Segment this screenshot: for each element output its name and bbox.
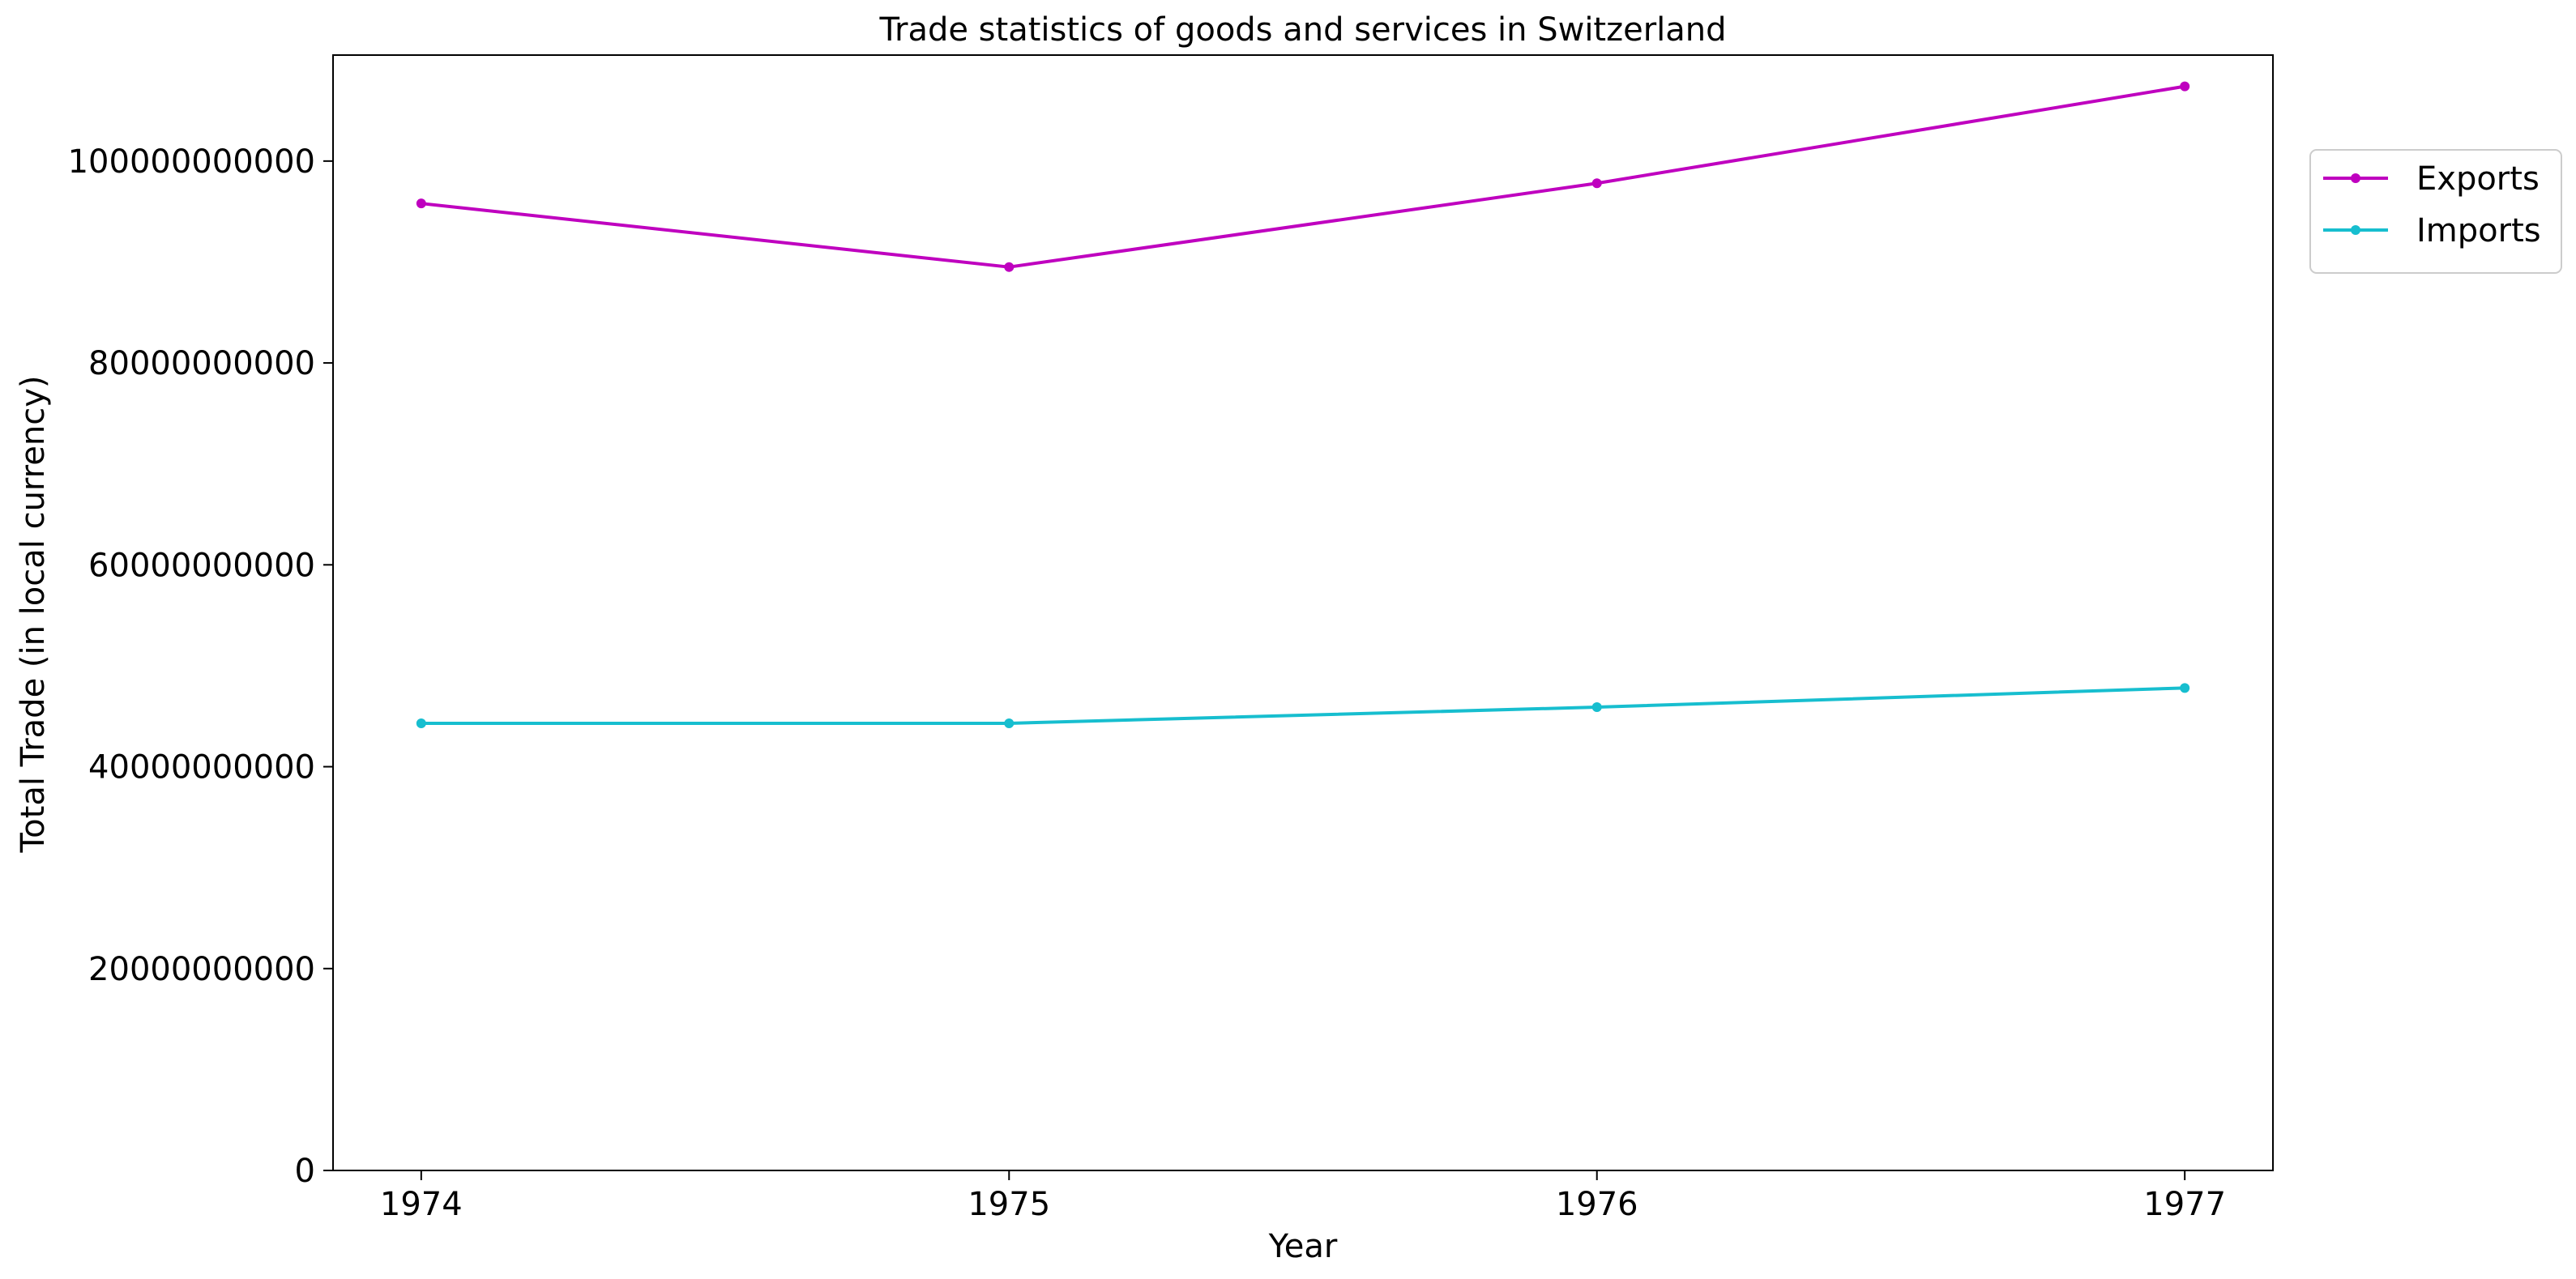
- series-line-imports: [421, 686, 2185, 725]
- y-tick-label: 80000000000: [88, 345, 315, 382]
- y-axis: 0 20000000000 40000000000 60000000000 800000…: [68, 143, 333, 1190]
- x-axis-label: Year: [1268, 1228, 1338, 1265]
- data-point-exports: [2180, 81, 2190, 92]
- series-line-exports: [421, 84, 2185, 269]
- series-layer: [416, 81, 2190, 728]
- x-tick-label: 1976: [1556, 1186, 1638, 1223]
- legend-label-imports: Imports: [2416, 212, 2541, 249]
- data-point-exports: [1591, 178, 1602, 189]
- x-tick-label: 1977: [2143, 1186, 2226, 1223]
- legend-label-exports: Exports: [2416, 160, 2540, 198]
- y-tick-label: 20000000000: [88, 951, 315, 988]
- data-point-exports: [1004, 262, 1015, 272]
- x-tick-label: 1974: [380, 1186, 463, 1223]
- legend-box: [2309, 149, 2562, 274]
- y-axis-label: Total Trade (in local currency): [15, 376, 52, 854]
- data-point-imports: [1004, 718, 1015, 728]
- data-point-imports: [416, 718, 426, 728]
- data-point-imports: [2180, 683, 2190, 693]
- legend-marker-imports: [2351, 225, 2360, 235]
- legend: Exports Imports: [2309, 149, 2562, 274]
- y-tick-label: 0: [295, 1153, 315, 1190]
- y-tick-label: 40000000000: [88, 749, 315, 787]
- y-tick-label: 60000000000: [88, 547, 315, 584]
- plot-frame: [332, 54, 2274, 1171]
- x-tick-label: 1975: [968, 1186, 1050, 1223]
- chart-title: Trade statistics of goods and services i…: [878, 11, 1726, 49]
- data-point-imports: [1591, 702, 1602, 713]
- data-point-exports: [416, 198, 426, 209]
- x-axis: 1974 1975 1976 1977: [380, 1170, 2226, 1223]
- legend-marker-exports: [2351, 173, 2360, 183]
- plot-area: [332, 54, 2274, 1171]
- y-tick-label: 100000000000: [68, 143, 315, 181]
